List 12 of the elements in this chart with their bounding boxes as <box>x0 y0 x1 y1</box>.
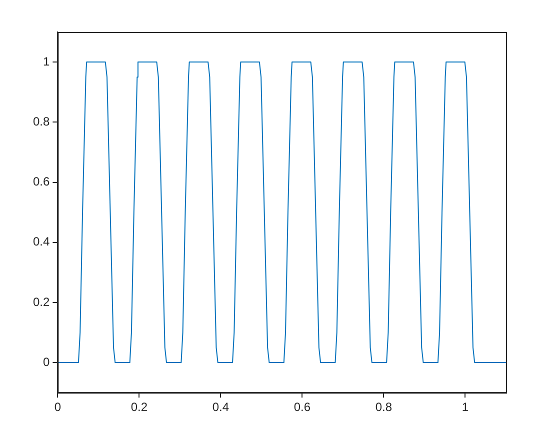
x-tick-label: 0.8 <box>375 400 392 414</box>
x-tick-label: 1 <box>462 400 469 414</box>
y-tick-label: 0.8 <box>32 114 50 128</box>
y-tick-label: 1 <box>42 54 50 68</box>
x-tick-label: 0.4 <box>212 400 230 414</box>
y-tick-label: 0 <box>42 354 50 369</box>
x-tick-label: 0.2 <box>130 400 148 414</box>
y-tick-label: 0.2 <box>32 294 50 309</box>
x-tick-label: 0 <box>54 400 62 414</box>
y-tick-label: 0.6 <box>32 174 50 189</box>
y-tick-label: 0.4 <box>32 234 50 249</box>
x-tick-label: 0.6 <box>294 400 311 414</box>
